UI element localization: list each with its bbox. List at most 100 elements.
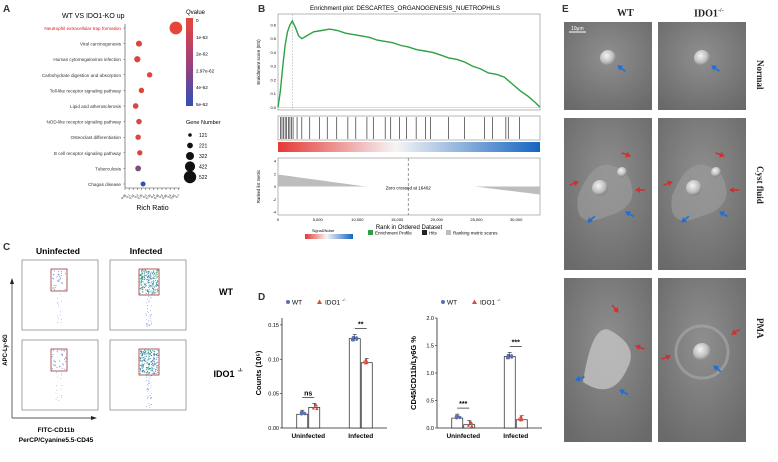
panel-c-event-dot <box>156 281 158 283</box>
panel-a-legend-q-title: Qvalue <box>186 10 206 16</box>
panel-c-event-dot <box>143 273 145 275</box>
panel-c-event-dot <box>154 292 156 294</box>
panel-c-event-dot <box>61 396 62 398</box>
panel-c-event-dot <box>148 377 150 379</box>
panel-c-event-dot <box>146 363 148 365</box>
panel-e-blue-arrow <box>587 215 596 223</box>
panel-c-event-dot <box>156 276 158 278</box>
panel-c-event-dot <box>143 364 145 366</box>
panel-c-event-dot <box>144 353 146 355</box>
panel-c-event-dot <box>145 360 147 362</box>
panel-c-event-dot <box>150 323 152 325</box>
panel-d-left-point <box>311 406 316 410</box>
panel-b-hits-frame <box>277 115 541 141</box>
panel-c-event-dot <box>143 272 145 274</box>
panel-c-event-dot <box>150 278 152 280</box>
panel-c-event-dot <box>149 276 151 278</box>
panel-c-event-dot <box>149 394 151 396</box>
panel-c-event-dot <box>151 375 153 377</box>
panel-a-legend-q-tick: 5e-62 <box>196 102 208 107</box>
panel-a-category-label: Osteoclast differentiation <box>71 135 122 140</box>
panel-c-event-dot <box>149 318 151 319</box>
panel-a-category-label: Chagas disease <box>88 182 121 187</box>
panel-c-event-dot <box>150 404 152 406</box>
panel-d-right-point <box>458 416 462 420</box>
panel-e-red-arrow <box>635 187 645 193</box>
panel-c-event-dot <box>148 315 150 317</box>
panel-c-event-dot <box>148 271 150 273</box>
panel-c-event-dot <box>156 283 158 285</box>
panel-c-event-dot <box>145 380 147 381</box>
panel-c-event-dot <box>62 364 64 366</box>
panel-d-right-point <box>455 416 459 420</box>
panel-a-letter: A <box>3 4 11 15</box>
panel-c-event-dot <box>156 269 158 271</box>
panel-c-event-dot <box>149 355 150 357</box>
panel-a-xtick-label: 0.7 <box>175 193 181 199</box>
panel-a-point <box>137 150 143 156</box>
panel-c-xlabel1: FITC-CD11b <box>38 427 75 434</box>
panel-c-event-dot <box>156 353 158 355</box>
panel-c-event-dot <box>144 354 146 355</box>
panel-c-event-dot <box>55 392 57 394</box>
panel-d-right-ylabel: CD45/CD11b/Ly6G % <box>409 336 418 410</box>
panel-c-event-dot <box>139 353 141 355</box>
panel-c-event-dot <box>147 272 149 274</box>
panel-a-legend-q-tick: 1e-62 <box>196 35 208 40</box>
panel-b-es-curve <box>277 19 541 108</box>
panel-c-event-dot <box>139 373 141 375</box>
panel-c-event-dot <box>141 275 143 277</box>
panel-c-col-infected: Infected <box>130 246 163 256</box>
panel-c-event-dot <box>145 314 147 316</box>
panel-c-event-dot <box>59 279 61 281</box>
panel-c-event-dot <box>153 359 155 361</box>
panel-e-blue-arrow-head <box>619 389 625 395</box>
panel-d-left-legend-ko-marker <box>317 299 322 304</box>
panel-e-blue-arrow-head <box>711 65 717 71</box>
panel-c-event-dot <box>154 359 156 361</box>
panel-c-event-dot <box>63 350 65 352</box>
panel-c-event-dot <box>144 286 146 288</box>
panel-a-xtick-label: 0.65 <box>169 193 176 200</box>
panel-c-event-dot <box>142 364 144 365</box>
panel-c-event-dot <box>145 270 147 272</box>
panel-c-event-dot <box>154 273 156 275</box>
panel-a-category-label: Toll-like receptor signaling pathway <box>50 88 122 93</box>
panel-c-event-dot <box>142 353 144 355</box>
panel-c-event-dot <box>155 292 157 294</box>
panel-e-row-normal: Normal <box>755 60 765 90</box>
panel-c-event-dot <box>65 356 67 358</box>
panel-c-event-dot <box>146 374 148 375</box>
panel-c-event-dot <box>146 305 148 307</box>
panel-c-event-dot <box>53 359 55 361</box>
panel-c-event-dot <box>149 273 151 275</box>
panel-c-event-dot <box>61 373 63 374</box>
panel-c-event-dot <box>146 395 148 397</box>
panel-c-event-dot <box>152 280 154 282</box>
panel-c: Uninfected Infected WT IDO1 -/- APC-Ly-6G FITC… <box>0 240 245 457</box>
panel-e-cell <box>600 50 616 66</box>
panel-c-event-dot <box>156 356 158 358</box>
panel-c-event-dot <box>140 350 142 352</box>
panel-c-event-dot <box>58 400 60 401</box>
panel-e-halo <box>674 324 730 380</box>
panel-c-event-dot <box>142 357 144 358</box>
panel-c-event-dot <box>148 402 150 404</box>
panel-b-xtick-label: 10,000 <box>351 217 364 222</box>
panel-c-event-dot <box>57 279 59 281</box>
panel-c-event-dot <box>146 355 148 357</box>
panel-c-event-dot <box>151 364 152 366</box>
panel-c-event-dot <box>59 366 60 368</box>
panel-c-event-dot <box>156 273 158 275</box>
panel-d-right-legend-wt-marker <box>441 300 445 304</box>
panel-b-legend-signal-bar <box>305 234 353 239</box>
panel-a-xtick-label: 0.25 <box>137 193 144 200</box>
panel-c-event-dot <box>153 283 155 285</box>
panel-c-event-dot <box>146 375 148 377</box>
panel-a-legend-size-dot <box>183 170 197 184</box>
panel-c-event-dot <box>156 362 158 364</box>
panel-c-event-dot <box>141 360 143 362</box>
panel-c-event-dot <box>156 368 158 370</box>
panel-e-blue-arrow-head <box>587 217 593 223</box>
panel-c-event-dot <box>144 360 146 362</box>
